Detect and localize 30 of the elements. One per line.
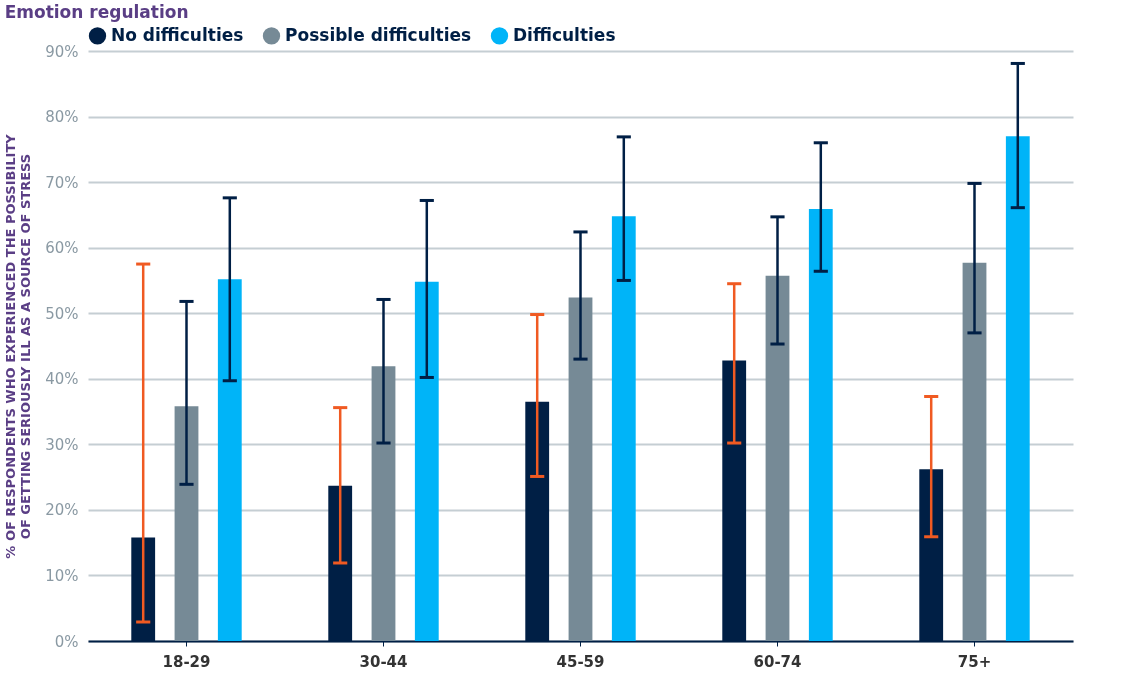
y-tick-label: 30% xyxy=(45,435,79,454)
bar xyxy=(568,297,593,641)
legend-label: Possible difficulties xyxy=(285,24,472,45)
y-tick-label: 40% xyxy=(45,370,79,389)
y-tick-label: 70% xyxy=(45,173,79,192)
y-tick-label: 80% xyxy=(45,108,79,127)
bar xyxy=(217,279,242,641)
bar xyxy=(1005,136,1030,641)
bar xyxy=(414,281,439,641)
legend-label: No difficulties xyxy=(111,24,244,45)
x-tick-label: 18-29 xyxy=(162,652,211,671)
bar xyxy=(808,208,833,641)
x-tick-label: 75+ xyxy=(957,652,992,671)
bar xyxy=(371,366,396,641)
y-tick-label: 0% xyxy=(54,632,79,651)
y-tick-label: 90% xyxy=(45,42,79,61)
bar xyxy=(611,216,636,641)
y-tick-label: 50% xyxy=(45,304,79,323)
bar xyxy=(765,275,790,641)
x-tick-label: 45-59 xyxy=(556,652,605,671)
bar xyxy=(174,406,199,641)
y-tick-label: 10% xyxy=(45,566,79,585)
y-tick-label: 60% xyxy=(45,239,79,258)
chart-title: Emotion regulation xyxy=(4,2,189,22)
legend-label: Difficulties xyxy=(513,24,616,45)
bar xyxy=(962,262,987,641)
y-tick-label: 20% xyxy=(45,501,79,520)
x-tick-label: 60-74 xyxy=(753,652,802,671)
y-axis-title: % OF RESPONDENTS WHO EXPERIENCED THE POSSIBILITY OF GETTING SERIOUSLY ILL AS A SOURCE OF STRESS xyxy=(3,133,34,559)
x-tick-label: 30-44 xyxy=(359,652,408,671)
